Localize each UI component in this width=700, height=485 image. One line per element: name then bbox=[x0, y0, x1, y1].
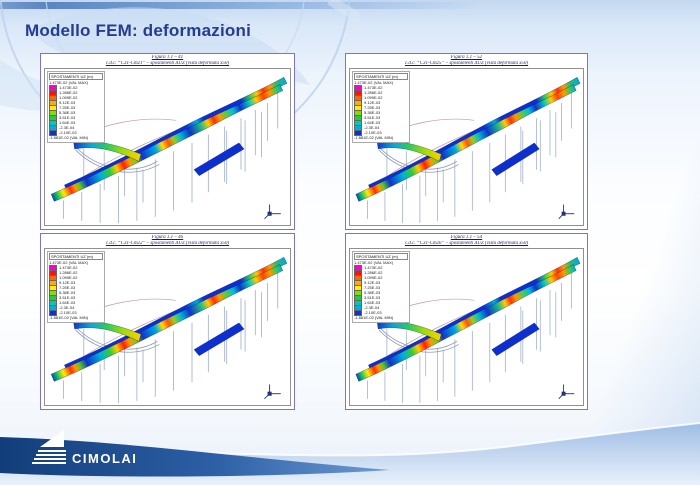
fem-plot-area: SPOSTAMENTI UZ (m) 1.473E-02 (VAL MAX) 1.4… bbox=[44, 248, 291, 406]
legend-value: 1.473E-02 bbox=[59, 85, 78, 90]
legend-value: -2.3E-04 bbox=[59, 125, 75, 130]
contour-legend: SPOSTAMENTI UZ (m) 1.473E-02 (VAL MAX) 1.4… bbox=[47, 251, 105, 323]
legend-value: 7.25E-03 bbox=[59, 105, 76, 110]
legend-value: 1.099E-02 bbox=[364, 275, 383, 280]
legend-row: -2.10E-03 bbox=[49, 129, 103, 136]
legend-value: 9.12E-03 bbox=[59, 280, 76, 285]
figure-caption-number: Figura 1.1 – 46 bbox=[151, 235, 184, 240]
contour-legend: SPOSTAMENTI UZ (m) 1.473E-02 (VAL MAX) 1.4… bbox=[352, 71, 410, 143]
fem-bridge-model bbox=[45, 249, 290, 405]
legend-min-label: -1.881E-02 (VAL MIN) bbox=[49, 315, 89, 320]
legend-value: 1.473E-02 bbox=[364, 265, 383, 270]
top-accent-bar bbox=[0, 2, 478, 9]
figure-caption-description: c.d.c. “C31-Cm25” – spostamenti ΔUZ (vis… bbox=[404, 61, 529, 66]
page-title: Modello FEM: deformazioni bbox=[25, 21, 251, 40]
figure-caption-description: c.d.c. “C31-Cm21” – spostamenti ΔUZ (vis… bbox=[105, 61, 230, 66]
legend-max-label: 1.473E-02 (VAL MAX) bbox=[49, 80, 89, 85]
legend-row: -2.10E-03 bbox=[354, 309, 408, 316]
legend-value: 5.38E-03 bbox=[59, 110, 76, 115]
figure-panel-top-right: Figura 1.1 – 52 c.d.c. “C31-Cm25” – spos… bbox=[345, 53, 588, 230]
figure-caption-number: Figura 1.1 – 54 bbox=[450, 235, 483, 240]
legend-color-swatch bbox=[354, 129, 362, 136]
legend-value: 1.64E-03 bbox=[364, 120, 381, 125]
contour-legend: SPOSTAMENTI UZ (m) 1.473E-02 (VAL MAX) 1.4… bbox=[47, 71, 105, 143]
legend-value: 1.286E-02 bbox=[59, 270, 78, 275]
legend-row: -2.10E-03 bbox=[354, 129, 408, 136]
fem-bridge-model bbox=[45, 69, 290, 225]
legend-min-label: -1.881E-02 (VAL MIN) bbox=[49, 135, 89, 140]
legend-value: 1.286E-02 bbox=[364, 90, 383, 95]
legend-value: 3.51E-03 bbox=[59, 115, 76, 120]
legend-value: 1.099E-02 bbox=[59, 275, 78, 280]
legend-value: 5.38E-03 bbox=[364, 290, 381, 295]
legend-value: 1.099E-02 bbox=[59, 95, 78, 100]
legend-value: 3.51E-03 bbox=[364, 115, 381, 120]
legend-value: -2.3E-04 bbox=[364, 125, 380, 130]
figure-panel-bottom-left: Figura 1.1 – 46 c.d.c. “C31-Cm22” – spos… bbox=[40, 233, 295, 410]
legend-title: SPOSTAMENTI UZ (m) bbox=[49, 73, 103, 80]
legend-color-swatch bbox=[354, 309, 362, 316]
figure-caption-number: Figura 1.1 – 52 bbox=[450, 55, 483, 60]
legend-value: 1.286E-02 bbox=[59, 90, 78, 95]
legend-value: 9.12E-03 bbox=[364, 280, 381, 285]
legend-value: -2.10E-03 bbox=[59, 130, 77, 135]
legend-value: -2.10E-03 bbox=[364, 310, 382, 315]
legend-value: 7.25E-03 bbox=[364, 105, 381, 110]
legend-max-label: 1.473E-02 (VAL MAX) bbox=[49, 260, 89, 265]
legend-max-label: 1.473E-02 (VAL MAX) bbox=[354, 80, 394, 85]
legend-value: 3.51E-03 bbox=[59, 295, 76, 300]
figure-caption-number: Figura 1.1 – 41 bbox=[151, 55, 184, 60]
legend-min-label: -1.881E-02 (VAL MIN) bbox=[354, 135, 394, 140]
legend-value: -2.10E-03 bbox=[364, 130, 382, 135]
figure-panel-bottom-right: Figura 1.1 – 54 c.d.c. “C31-Cm26” – spos… bbox=[345, 233, 588, 410]
cimolai-logo-mark-icon bbox=[32, 430, 66, 464]
legend-value: 1.64E-03 bbox=[59, 120, 76, 125]
legend-value: 3.51E-03 bbox=[364, 295, 381, 300]
legend-title: SPOSTAMENTI UZ (m) bbox=[354, 73, 408, 80]
legend-value: 9.12E-03 bbox=[364, 100, 381, 105]
legend-value: 7.25E-03 bbox=[59, 285, 76, 290]
legend-value: 5.38E-03 bbox=[59, 290, 76, 295]
fem-plot-area: SPOSTAMENTI UZ (m) 1.473E-02 (VAL MAX) 1.4… bbox=[44, 68, 291, 226]
fem-bridge-model bbox=[350, 69, 583, 225]
legend-value: -2.3E-04 bbox=[364, 305, 380, 310]
legend-value: -2.3E-04 bbox=[59, 305, 75, 310]
legend-title: SPOSTAMENTI UZ (m) bbox=[354, 253, 408, 260]
legend-color-swatch bbox=[49, 309, 57, 316]
footer-wave bbox=[0, 422, 700, 485]
figure-caption-description: c.d.c. “C31-Cm26” – spostamenti ΔUZ (vis… bbox=[404, 241, 529, 246]
legend-min-label: -1.881E-02 (VAL MIN) bbox=[354, 315, 394, 320]
legend-value: -2.10E-03 bbox=[59, 310, 77, 315]
legend-color-swatch bbox=[49, 129, 57, 136]
legend-value: 1.099E-02 bbox=[364, 95, 383, 100]
logo-text: CIMOLAI bbox=[72, 451, 137, 466]
legend-value: 1.473E-02 bbox=[364, 85, 383, 90]
legend-title: SPOSTAMENTI UZ (m) bbox=[49, 253, 103, 260]
legend-row: -2.10E-03 bbox=[49, 309, 103, 316]
contour-legend: SPOSTAMENTI UZ (m) 1.473E-02 (VAL MAX) 1.4… bbox=[352, 251, 410, 323]
fem-bridge-model bbox=[350, 249, 583, 405]
legend-value: 1.64E-03 bbox=[59, 300, 76, 305]
legend-value: 9.12E-03 bbox=[59, 100, 76, 105]
company-logo: CIMOLAI bbox=[28, 430, 158, 472]
fem-plot-area: SPOSTAMENTI UZ (m) 1.473E-02 (VAL MAX) 1.4… bbox=[349, 248, 584, 406]
fem-plot-area: SPOSTAMENTI UZ (m) 1.473E-02 (VAL MAX) 1.4… bbox=[349, 68, 584, 226]
figure-panel-top-left: Figura 1.1 – 41 c.d.c. “C31-Cm21” – spos… bbox=[40, 53, 295, 230]
figure-caption-description: c.d.c. “C31-Cm22” – spostamenti ΔUZ (vis… bbox=[105, 241, 230, 246]
legend-value: 1.286E-02 bbox=[364, 270, 383, 275]
legend-value: 1.473E-02 bbox=[59, 265, 78, 270]
legend-value: 7.25E-03 bbox=[364, 285, 381, 290]
legend-max-label: 1.473E-02 (VAL MAX) bbox=[354, 260, 394, 265]
legend-value: 1.64E-03 bbox=[364, 300, 381, 305]
legend-value: 5.38E-03 bbox=[364, 110, 381, 115]
